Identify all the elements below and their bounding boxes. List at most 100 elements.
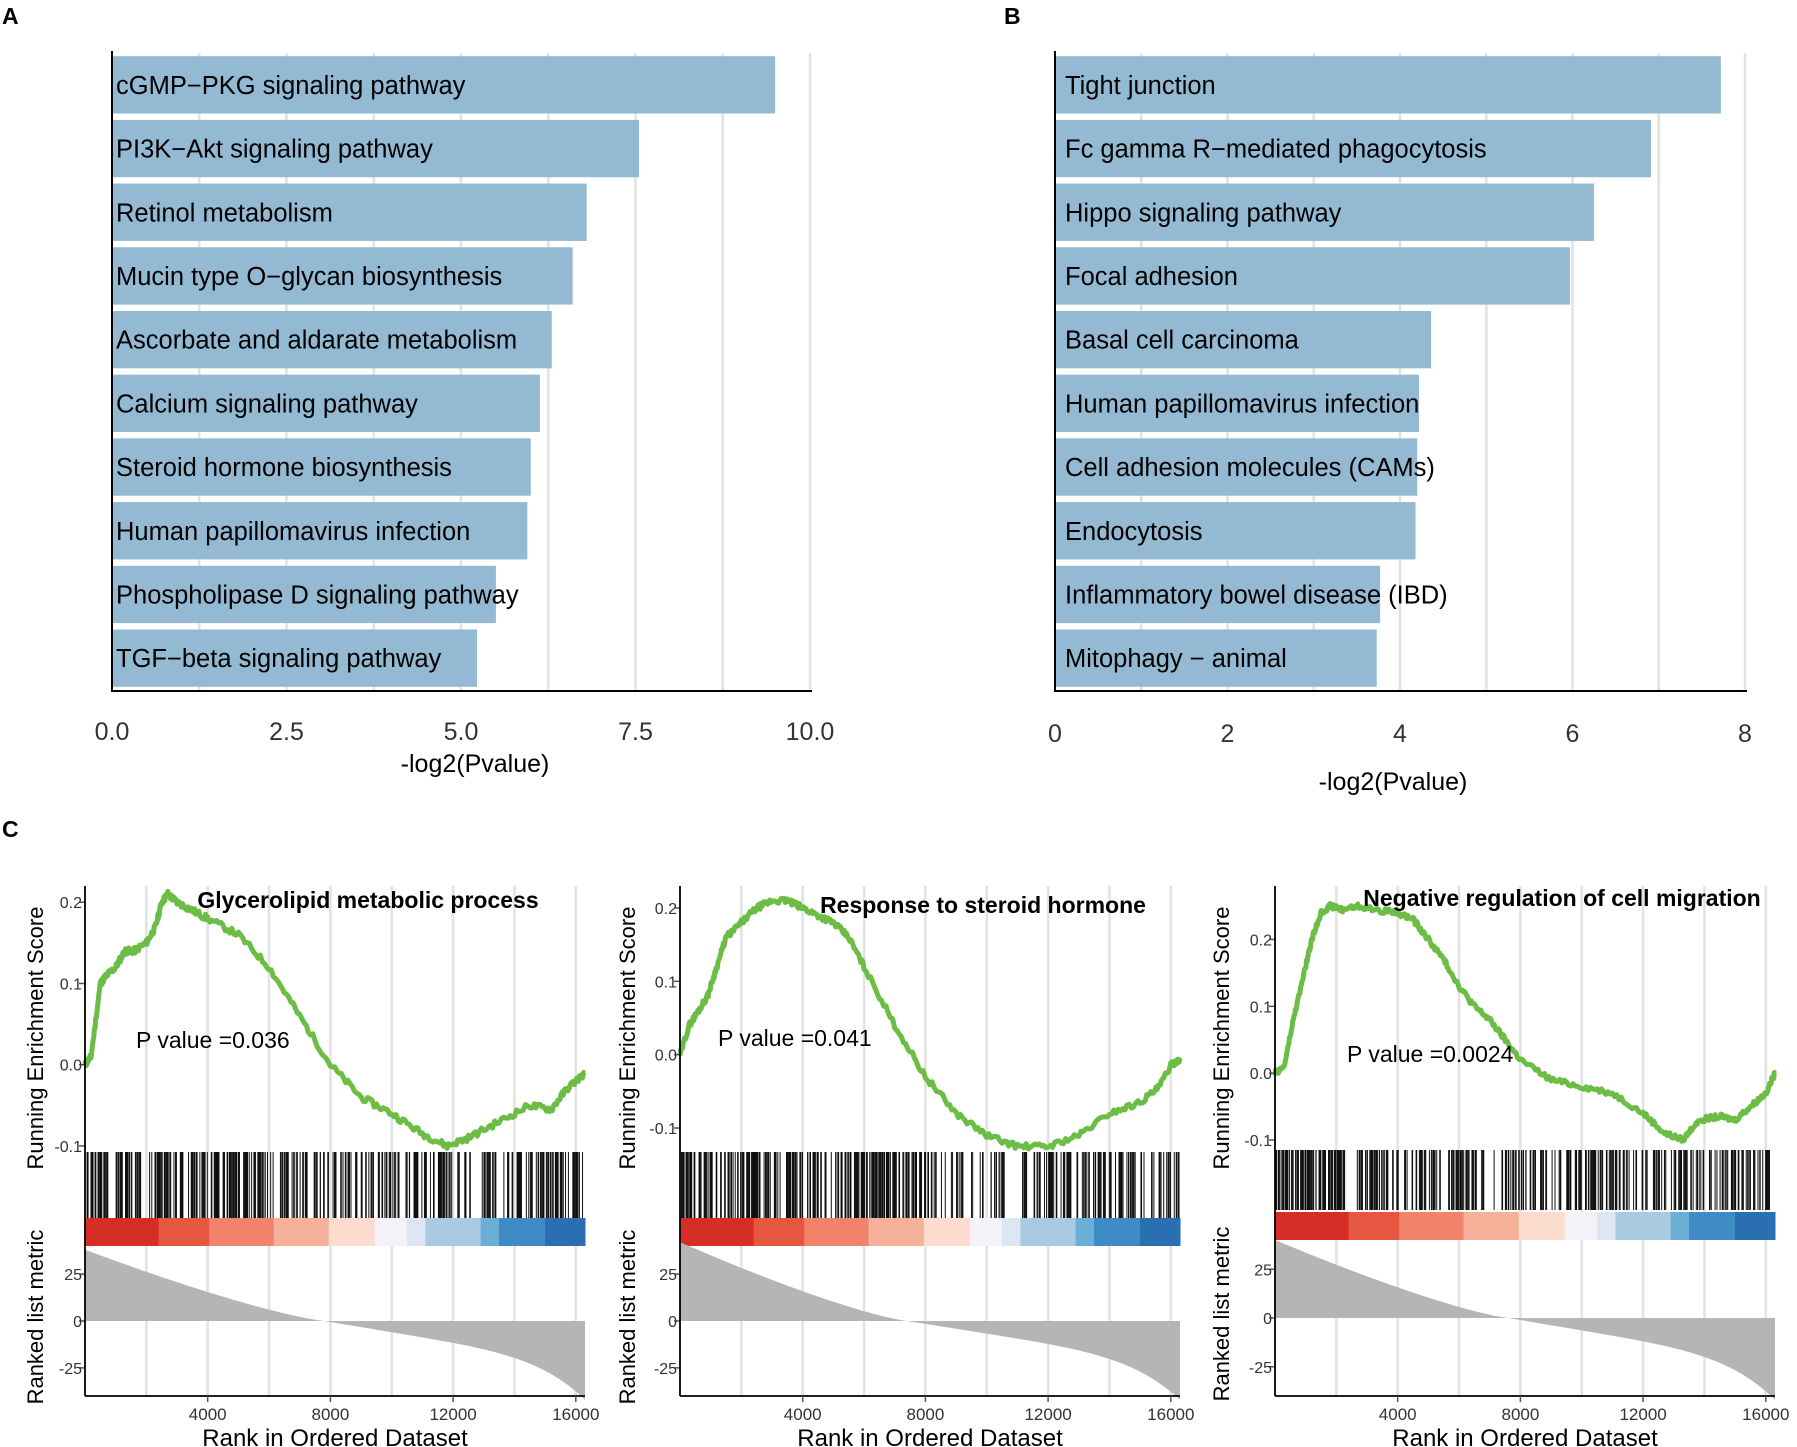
bar-label: Fc gamma R−mediated phagocytosis — [1065, 136, 1487, 164]
bar-label: PI3K−Akt signaling pathway — [116, 136, 433, 164]
es-y-tick-label: 0.2 — [1250, 932, 1272, 949]
rank-heat-segment — [969, 1218, 1003, 1246]
bar — [112, 502, 528, 560]
panel-label-c: C — [2, 816, 19, 842]
bar — [112, 629, 478, 687]
bar-label: Human papillomavirus infection — [116, 518, 470, 546]
plot-title: Negative regulation of cell migration — [1363, 885, 1760, 911]
bar-label: Tight junction — [1065, 72, 1216, 100]
panel-a-bar-chart: cGMP−PKG signaling pathway PI3K−Akt signa… — [95, 51, 834, 778]
bar — [1055, 438, 1418, 496]
bar — [112, 374, 540, 433]
rank-heat-segment — [374, 1218, 408, 1246]
rank-heat-segment — [680, 1218, 755, 1246]
x-tick-label: 2.5 — [269, 718, 304, 746]
x-tick-label: 4 — [1393, 720, 1407, 748]
bar-label: Phospholipase D signaling pathway — [116, 581, 519, 609]
x-tick-label: 8000 — [906, 1405, 944, 1424]
ranked-metric-area — [680, 1242, 1180, 1400]
bar-label: Endocytosis — [1065, 518, 1203, 546]
es-y-axis-title: Running Enrichment Score — [23, 907, 48, 1170]
es-y-tick-label: -0.1 — [649, 1121, 677, 1138]
es-y-tick-label: 0.0 — [655, 1048, 677, 1065]
x-tick-label: 5.0 — [444, 718, 479, 746]
bar — [1055, 374, 1419, 433]
x-tick-label: 16000 — [552, 1405, 599, 1424]
bar-label: Steroid hormone biosynthesis — [116, 454, 452, 482]
metric-y-tick-label: 25 — [1254, 1262, 1272, 1279]
bar — [1055, 310, 1432, 369]
rank-heat-segment — [753, 1218, 805, 1246]
enrichment-score-line — [677, 895, 1183, 1152]
metric-y-tick-label: -25 — [1249, 1360, 1272, 1377]
x-tick-label: 16000 — [1742, 1405, 1789, 1424]
rank-heat-segment — [1275, 1212, 1350, 1240]
x-axis-title: -log2(Pvalue) — [401, 750, 550, 778]
p-value-annotation: P value =0.0024 — [1347, 1041, 1514, 1067]
es-y-tick-label: 0.1 — [60, 976, 82, 993]
rank-heat-segment — [923, 1218, 971, 1246]
x-tick-label: 12000 — [1024, 1405, 1071, 1424]
metric-y-tick-label: 0 — [668, 1314, 677, 1331]
rank-heat-segment — [1615, 1212, 1672, 1240]
bar — [1055, 502, 1416, 560]
rank-heat-segment — [328, 1218, 376, 1246]
bar — [1055, 119, 1651, 178]
bar — [112, 247, 573, 305]
bar-label: Ascorbate and aldarate metabolism — [116, 327, 517, 355]
rank-heat-segment — [407, 1218, 426, 1246]
x-tick-label: 8000 — [311, 1405, 349, 1424]
es-y-tick-label: 0.1 — [1250, 999, 1272, 1016]
metric-y-axis-title: Ranked list metric — [615, 1230, 640, 1405]
rank-heat-segment — [1670, 1212, 1690, 1240]
bar-label: Mucin type O−glycan biosynthesis — [116, 263, 502, 291]
bar-label: cGMP−PKG signaling pathway — [116, 72, 466, 100]
rank-heat-segment — [1399, 1212, 1465, 1240]
p-value-annotation: P value =0.036 — [136, 1027, 290, 1053]
es-y-axis-title: Running Enrichment Score — [1209, 907, 1234, 1170]
rank-heat-segment — [1463, 1212, 1520, 1240]
metric-y-tick-label: 25 — [659, 1267, 677, 1284]
x-axis-title: -log2(Pvalue) — [1319, 768, 1468, 796]
x-tick-label: 0.0 — [95, 718, 130, 746]
panel-c-gsea-plot-3: -0.1 0.0 0.1 0.2 25 0 -25 4000 8000 12000 16000 Ran… — [1209, 885, 1789, 1447]
bar — [1055, 565, 1381, 624]
bar-label: Inflammatory bowel disease (IBD) — [1065, 581, 1448, 609]
es-y-tick-label: 0.2 — [60, 895, 82, 912]
bar — [1055, 247, 1570, 305]
metric-y-axis-title: Ranked list metric — [1209, 1227, 1234, 1402]
x-tick-label: 4000 — [784, 1405, 822, 1424]
bar-label: Cell adhesion molecules (CAMs) — [1065, 454, 1435, 482]
es-y-tick-label: 0.2 — [655, 901, 677, 918]
es-y-tick-label: 0.1 — [655, 974, 677, 991]
x-tick-label: 12000 — [1619, 1405, 1666, 1424]
bar-label: Human papillomavirus infection — [1065, 390, 1419, 418]
x-tick-label: 8 — [1738, 720, 1752, 748]
x-tick-label: 0 — [1048, 720, 1062, 748]
rank-heat-segment — [1348, 1212, 1400, 1240]
bar — [112, 438, 531, 496]
es-y-tick-label: -0.1 — [54, 1139, 82, 1156]
rank-heat-segment — [804, 1218, 870, 1246]
bar-label: Basal cell carcinoma — [1065, 327, 1300, 355]
metric-y-tick-label: 0 — [1263, 1311, 1272, 1328]
es-y-tick-label: 0.0 — [1250, 1066, 1272, 1083]
ranked-metric-area — [85, 1249, 585, 1400]
rank-heat-segment — [425, 1218, 482, 1246]
enrichment-score-line — [82, 889, 587, 1151]
es-y-tick-label: -0.1 — [1244, 1133, 1272, 1150]
bar — [1055, 183, 1595, 241]
ranked-metric-area — [1275, 1240, 1775, 1400]
x-tick-label: 4000 — [189, 1405, 227, 1424]
bar-label: Calcium signaling pathway — [116, 390, 418, 418]
x-axis-title: Rank in Ordered Dataset — [797, 1425, 1063, 1447]
rank-heat-segment — [1689, 1212, 1736, 1240]
rank-heat-segment — [1020, 1218, 1077, 1246]
rank-heat-segment — [1735, 1212, 1776, 1240]
x-axis-title: Rank in Ordered Dataset — [202, 1425, 468, 1447]
plot-title: Response to steroid hormone — [820, 892, 1146, 918]
rank-heat-segment — [273, 1218, 330, 1246]
metric-y-axis-title: Ranked list metric — [23, 1230, 48, 1405]
rank-heat-segment — [499, 1218, 546, 1246]
bar-label: Mitophagy − animal — [1065, 645, 1287, 673]
